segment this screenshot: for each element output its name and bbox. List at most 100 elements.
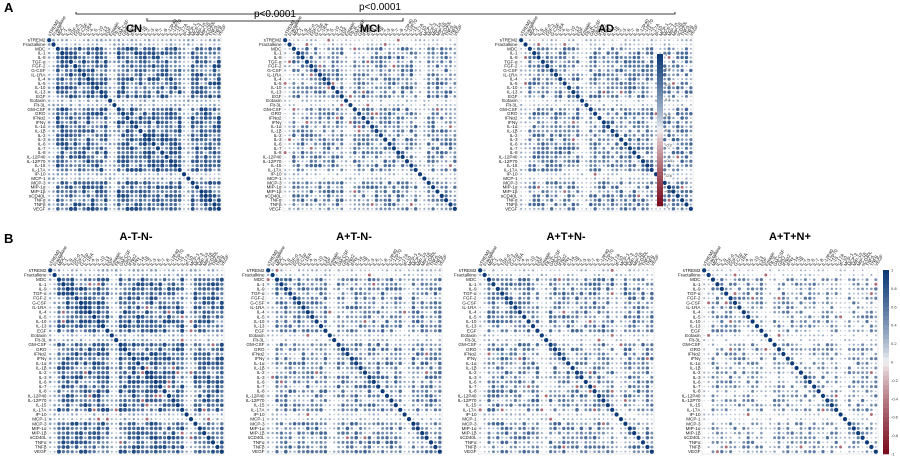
correlation-dot	[301, 116, 304, 120]
correlation-dot	[78, 103, 81, 107]
correlation-dot	[178, 112, 181, 115]
column-label: IL-10	[567, 25, 577, 37]
correlation-dot	[86, 107, 91, 112]
correlation-dot	[602, 39, 605, 42]
correlation-dot	[623, 111, 628, 116]
column-label: TGF-α	[541, 23, 552, 37]
correlation-dot	[322, 198, 326, 202]
correlation-dot	[580, 95, 584, 98]
correlation-dot	[654, 99, 658, 102]
correlation-dot	[95, 90, 99, 94]
correlation-dot	[143, 59, 147, 64]
correlation-dot	[684, 129, 689, 133]
correlation-dot	[52, 77, 55, 81]
correlation-dot	[576, 185, 579, 189]
correlation-dot	[195, 72, 200, 77]
correlation-dot	[195, 99, 199, 102]
correlation-dot	[383, 60, 387, 64]
correlation-dot	[77, 55, 82, 60]
correlation-dot	[393, 39, 395, 41]
correlation-dot	[370, 160, 374, 163]
correlation-dot	[414, 78, 417, 80]
correlation-dot	[65, 138, 69, 142]
correlation-dot	[685, 43, 688, 46]
column-label: IL-13	[335, 25, 345, 37]
correlation-dot	[335, 107, 340, 112]
correlation-dot	[435, 129, 439, 133]
correlation-dot	[536, 81, 541, 86]
correlation-dot	[195, 137, 199, 142]
correlation-dot	[668, 99, 671, 102]
correlation-dot	[143, 173, 146, 176]
correlation-dot	[195, 129, 199, 133]
correlation-dot	[129, 206, 134, 211]
correlation-dot	[187, 164, 190, 167]
correlation-dot	[440, 60, 444, 64]
correlation-dot	[663, 108, 666, 111]
correlation-dot	[100, 155, 103, 159]
correlation-dot	[191, 107, 195, 112]
correlation-dot	[288, 117, 291, 119]
correlation-dot	[520, 86, 523, 89]
correlation-dot	[419, 177, 421, 180]
correlation-dot	[545, 51, 549, 55]
correlation-dot	[112, 102, 117, 108]
correlation-dot	[292, 207, 295, 210]
correlation-dot	[362, 203, 365, 206]
correlation-dot	[554, 68, 558, 72]
correlation-dot	[292, 164, 296, 167]
correlation-dot	[164, 129, 169, 133]
correlation-dot	[318, 55, 322, 59]
correlation-dot	[82, 146, 86, 151]
correlation-dot	[152, 68, 156, 72]
correlation-dot	[173, 68, 177, 73]
correlation-dot	[301, 168, 304, 172]
correlation-dot	[164, 77, 169, 81]
correlation-dot	[319, 43, 321, 46]
correlation-dot	[650, 173, 653, 176]
correlation-dot	[414, 164, 418, 168]
correlation-dot	[178, 133, 182, 137]
correlation-dot	[174, 103, 177, 107]
correlation-dot	[585, 117, 587, 119]
correlation-dot	[414, 198, 418, 202]
correlation-dot	[646, 190, 649, 193]
correlation-dot	[637, 60, 641, 64]
correlation-dot	[139, 147, 142, 150]
correlation-dot	[73, 150, 77, 155]
correlation-dot	[581, 60, 583, 63]
correlation-dot	[589, 52, 592, 55]
correlation-dot	[208, 73, 212, 77]
correlation-dot	[452, 206, 457, 211]
correlation-dot	[541, 202, 545, 207]
correlation-dot	[173, 168, 178, 172]
correlation-dot	[117, 81, 121, 86]
correlation-dot	[318, 112, 322, 116]
correlation-dot	[113, 168, 116, 172]
correlation-dot	[204, 125, 208, 129]
correlation-dot	[117, 207, 121, 211]
correlation-dot	[323, 60, 326, 63]
correlation-dot	[288, 52, 291, 54]
correlation-dot	[418, 60, 422, 63]
correlation-dot	[563, 198, 567, 202]
correlation-dot	[126, 108, 129, 111]
row-label: IL-2	[274, 133, 282, 138]
correlation-dot	[532, 129, 536, 133]
correlation-dot	[353, 142, 357, 146]
correlation-dot	[689, 142, 693, 146]
correlation-dot	[589, 94, 593, 99]
correlation-dot	[375, 207, 378, 211]
correlation-dot	[589, 103, 592, 107]
correlation-dot	[649, 47, 654, 51]
correlation-dot	[571, 164, 575, 167]
correlation-dot	[672, 147, 675, 150]
row-label: IFNα2	[33, 116, 46, 121]
correlation-dot	[318, 138, 322, 142]
correlation-dot	[409, 72, 414, 77]
correlation-dot	[645, 163, 650, 168]
correlation-dot	[125, 150, 130, 155]
correlation-dot	[56, 198, 60, 203]
correlation-dot	[191, 185, 195, 189]
correlation-dot	[199, 146, 203, 150]
